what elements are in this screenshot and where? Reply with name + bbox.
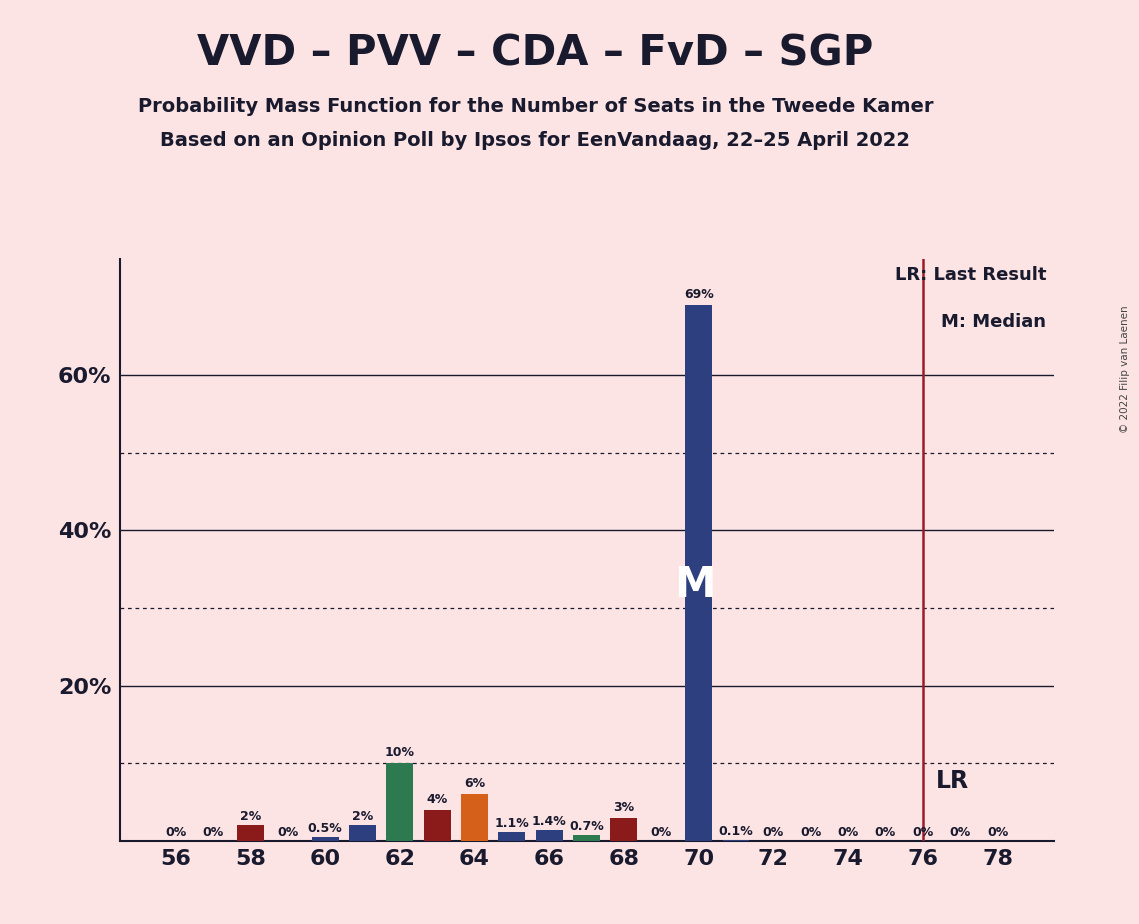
Bar	[424, 809, 451, 841]
Text: 0%: 0%	[912, 826, 934, 839]
Text: 0%: 0%	[650, 826, 672, 839]
Bar	[499, 833, 525, 841]
Text: 3%: 3%	[614, 801, 634, 814]
Text: VVD – PVV – CDA – FvD – SGP: VVD – PVV – CDA – FvD – SGP	[197, 32, 874, 74]
Text: 0%: 0%	[950, 826, 970, 839]
Text: 10%: 10%	[385, 747, 415, 760]
Text: 6%: 6%	[464, 777, 485, 790]
Bar	[686, 305, 712, 841]
Text: 1.1%: 1.1%	[494, 817, 530, 830]
Bar	[349, 825, 376, 841]
Bar	[535, 830, 563, 841]
Text: 0.5%: 0.5%	[308, 821, 343, 834]
Text: Based on an Opinion Poll by Ipsos for EenVandaag, 22–25 April 2022: Based on an Opinion Poll by Ipsos for Ee…	[161, 131, 910, 151]
Text: 0%: 0%	[277, 826, 298, 839]
Text: 0%: 0%	[800, 826, 821, 839]
Text: © 2022 Filip van Laenen: © 2022 Filip van Laenen	[1121, 306, 1130, 433]
Text: 0%: 0%	[165, 826, 187, 839]
Text: 0%: 0%	[203, 826, 223, 839]
Text: M: Median: M: Median	[941, 313, 1046, 331]
Text: 2%: 2%	[239, 810, 261, 823]
Bar	[461, 795, 487, 841]
Text: 0.7%: 0.7%	[570, 821, 604, 833]
Bar	[312, 837, 338, 841]
Text: 2%: 2%	[352, 810, 374, 823]
Text: 0.1%: 0.1%	[719, 825, 753, 838]
Text: 0%: 0%	[875, 826, 896, 839]
Bar	[237, 825, 264, 841]
Text: 0%: 0%	[763, 826, 784, 839]
Text: 0%: 0%	[986, 826, 1008, 839]
Text: Probability Mass Function for the Number of Seats in the Tweede Kamer: Probability Mass Function for the Number…	[138, 97, 933, 116]
Bar	[573, 835, 600, 841]
Text: 4%: 4%	[426, 793, 448, 806]
Text: 0%: 0%	[837, 826, 859, 839]
Bar	[611, 818, 638, 841]
Text: M: M	[674, 564, 715, 606]
Bar	[386, 763, 413, 841]
Text: LR: Last Result: LR: Last Result	[894, 266, 1046, 285]
Text: LR: LR	[936, 770, 969, 794]
Text: 1.4%: 1.4%	[532, 815, 566, 828]
Text: 69%: 69%	[683, 288, 713, 301]
